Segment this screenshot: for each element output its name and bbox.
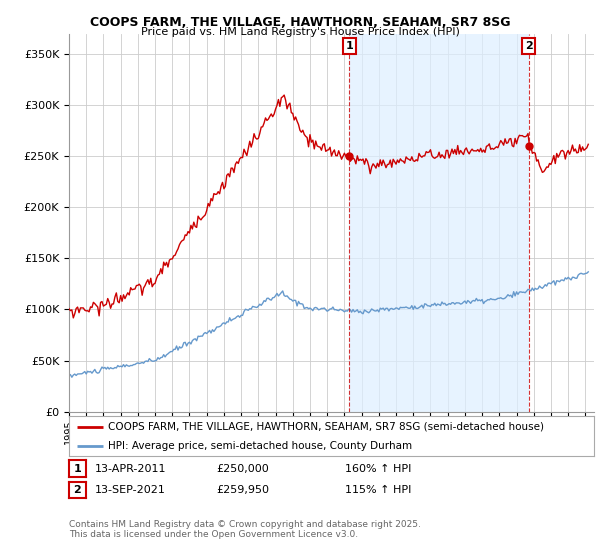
Text: 115% ↑ HPI: 115% ↑ HPI [345, 485, 412, 495]
Text: COOPS FARM, THE VILLAGE, HAWTHORN, SEAHAM, SR7 8SG (semi-detached house): COOPS FARM, THE VILLAGE, HAWTHORN, SEAHA… [109, 422, 544, 432]
Text: Price paid vs. HM Land Registry's House Price Index (HPI): Price paid vs. HM Land Registry's House … [140, 27, 460, 37]
Text: HPI: Average price, semi-detached house, County Durham: HPI: Average price, semi-detached house,… [109, 441, 413, 451]
Text: COOPS FARM, THE VILLAGE, HAWTHORN, SEAHAM, SR7 8SG: COOPS FARM, THE VILLAGE, HAWTHORN, SEAHA… [90, 16, 510, 29]
Text: 160% ↑ HPI: 160% ↑ HPI [345, 464, 412, 474]
Text: Contains HM Land Registry data © Crown copyright and database right 2025.
This d: Contains HM Land Registry data © Crown c… [69, 520, 421, 539]
Text: 2: 2 [525, 41, 533, 51]
Text: 13-APR-2011: 13-APR-2011 [95, 464, 166, 474]
Text: 13-SEP-2021: 13-SEP-2021 [95, 485, 166, 495]
Text: 1: 1 [74, 464, 81, 474]
Text: £250,000: £250,000 [216, 464, 269, 474]
Text: 2: 2 [74, 485, 81, 495]
Text: 1: 1 [346, 41, 353, 51]
Text: £259,950: £259,950 [216, 485, 269, 495]
Bar [349, 34, 529, 412]
